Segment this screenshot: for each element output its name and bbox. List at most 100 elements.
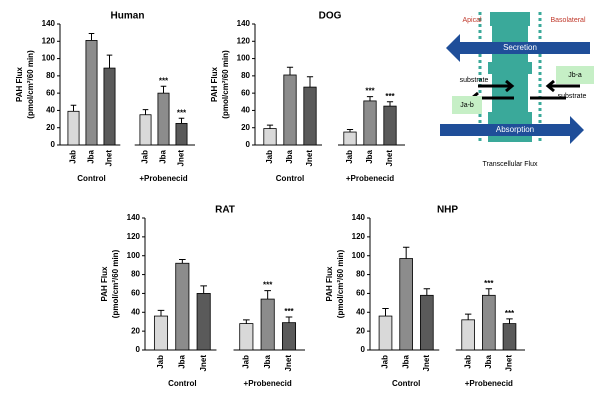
bar	[383, 105, 397, 146]
y-axis-label: (pmol/cm²/60 min)	[221, 50, 230, 119]
basolateral-label: Basolateral	[550, 17, 585, 24]
y-axis-label: (pmol/cm²/60 min)	[111, 249, 120, 318]
bar	[139, 114, 152, 146]
y-tick-label: 140	[237, 19, 251, 28]
significance: ***	[177, 108, 187, 117]
group-label: Control	[77, 174, 105, 183]
y-tick-label: 100	[42, 54, 56, 63]
y-tick-label: 140	[42, 19, 56, 28]
group-label: +Probenecid	[346, 174, 394, 183]
y-tick-label: 120	[42, 36, 56, 45]
y-axis-label: PAH Flux	[100, 266, 109, 302]
chart-title: Human	[111, 11, 145, 22]
y-tick-label: 40	[241, 106, 250, 115]
x-tick-label: Jba	[159, 149, 168, 163]
y-tick-label: 80	[241, 71, 250, 80]
error-bar	[286, 66, 294, 75]
bar	[157, 92, 170, 146]
jab-box	[452, 96, 482, 114]
significance: ***	[365, 87, 375, 96]
x-tick-label: Jnet	[105, 150, 114, 167]
x-tick-label: Jab	[156, 355, 165, 369]
y-tick-label: 40	[46, 106, 55, 115]
bar	[67, 110, 80, 146]
chart-title: RAT	[215, 205, 235, 216]
error-bar	[464, 313, 472, 320]
error-bar	[402, 246, 410, 259]
error-bar	[178, 117, 185, 124]
y-tick-label: 120	[237, 36, 251, 45]
x-tick-label: Jba	[484, 354, 493, 368]
significance: ***	[284, 307, 294, 316]
x-tick-label: Jba	[263, 354, 272, 368]
chart-title: DOG	[319, 11, 342, 22]
group-label: +Probenecid	[244, 379, 292, 388]
jba-label: Jb-a	[568, 72, 582, 79]
bar	[303, 86, 317, 146]
group-label: +Probenecid	[465, 379, 513, 388]
bar	[85, 40, 98, 146]
bar	[283, 74, 297, 146]
group-label: Control	[392, 379, 420, 388]
y-tick-label: 0	[136, 345, 141, 354]
membrane	[478, 12, 542, 142]
chart-title: NHP	[437, 205, 458, 216]
error-bar	[179, 258, 186, 264]
y-tick-label: 60	[46, 88, 55, 97]
cell	[488, 12, 532, 142]
bar	[502, 323, 517, 351]
substrate-label: substrate	[460, 77, 489, 84]
y-tick-label: 80	[356, 270, 365, 279]
error-bar	[423, 288, 431, 296]
y-tick-label: 100	[237, 54, 251, 63]
y-tick-label: 60	[131, 289, 140, 298]
x-tick-label: Jba	[365, 149, 374, 163]
diagram: Apical Basolateral Secretion Absorption …	[440, 12, 594, 168]
x-tick-label: Jba	[401, 354, 410, 368]
error-bar	[346, 128, 354, 133]
y-tick-label: 20	[46, 123, 55, 132]
jab-label: Ja-b	[460, 102, 474, 109]
bar	[420, 294, 434, 351]
group-label: Control	[168, 379, 196, 388]
significance: ***	[263, 281, 273, 290]
x-tick-label: Jba	[285, 149, 294, 163]
x-tick-label: Jnet	[422, 355, 431, 372]
y-axis-label: PAH Flux	[210, 66, 219, 102]
error-bar	[386, 101, 394, 107]
error-bar	[306, 76, 314, 88]
y-tick-label: 80	[131, 270, 140, 279]
y-tick-label: 40	[356, 307, 365, 316]
y-tick-label: 40	[131, 307, 140, 316]
x-tick-label: Jba	[87, 149, 96, 163]
x-tick-label: Jba	[177, 354, 186, 368]
error-bar	[157, 309, 165, 317]
error-bar	[285, 316, 293, 323]
y-tick-label: 0	[51, 140, 56, 149]
y-tick-label: 120	[127, 232, 141, 241]
bar	[239, 323, 254, 351]
y-tick-label: 100	[127, 251, 141, 260]
bar	[175, 262, 190, 351]
y-tick-label: 140	[352, 213, 366, 222]
significance: ***	[385, 92, 395, 101]
x-tick-label: Jnet	[385, 150, 394, 167]
bar	[263, 128, 277, 146]
error-bar	[266, 124, 274, 129]
error-bar	[382, 308, 389, 317]
y-tick-label: 0	[246, 140, 251, 149]
jba-box	[556, 66, 594, 84]
x-tick-label: Jab	[463, 355, 472, 369]
error-bar	[243, 319, 250, 324]
y-axis-label: (pmol/cm²/60 min)	[336, 249, 345, 318]
x-tick-label: Jnet	[199, 355, 208, 372]
bar	[281, 322, 297, 351]
x-tick-label: Jab	[69, 150, 78, 164]
diagram-caption: Transcellular Flux	[483, 161, 538, 168]
error-bar	[70, 104, 77, 112]
error-bar	[366, 96, 374, 101]
error-bar	[106, 54, 113, 69]
y-tick-label: 20	[131, 326, 140, 335]
absorption-label: Absorption	[496, 125, 534, 134]
significance: ***	[484, 279, 494, 288]
